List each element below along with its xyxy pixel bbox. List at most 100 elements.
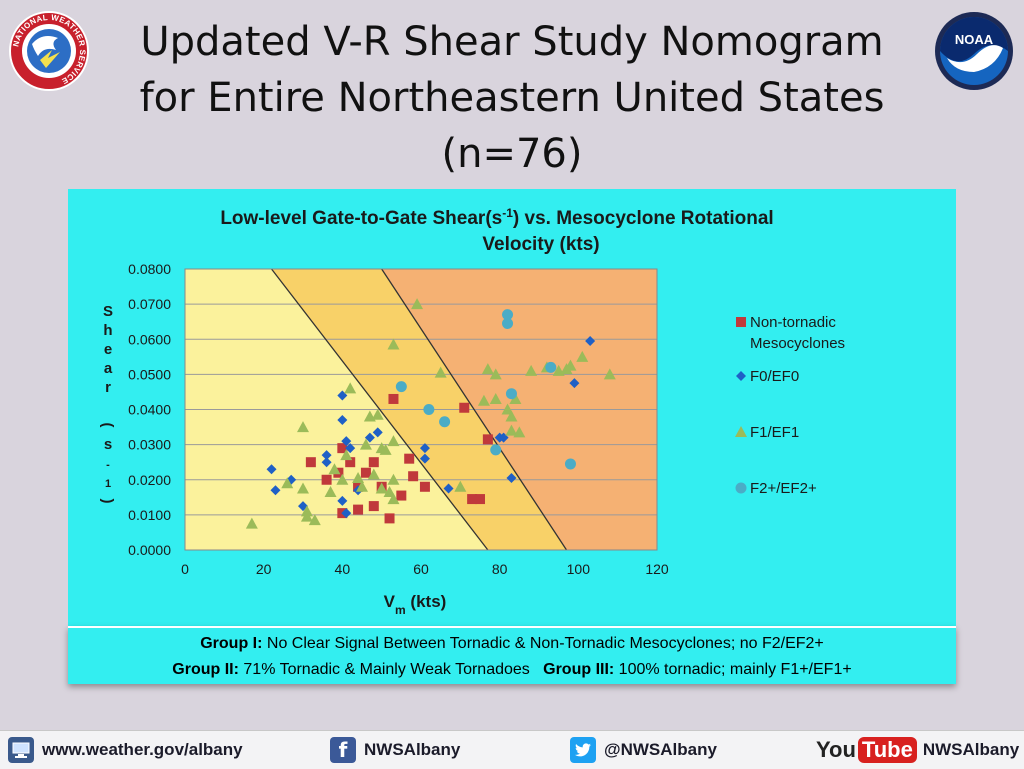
triangle-marker bbox=[525, 364, 538, 376]
twitter-text: @NWSAlbany bbox=[604, 740, 717, 759]
square-marker bbox=[384, 513, 395, 524]
slide-title-line-1: Updated V-R Shear Study Nomogram bbox=[140, 19, 884, 65]
zone-boundaries bbox=[271, 268, 568, 551]
circle-marker bbox=[502, 317, 514, 329]
square-marker bbox=[360, 467, 371, 478]
diamond-marker bbox=[321, 457, 332, 468]
chart-title-part-2: ) vs. Mesocyclone Rotational bbox=[513, 208, 774, 229]
group-3-text: 100% tornadic; mainly F1+/EF1+ bbox=[614, 661, 852, 678]
group-3-label: Group III: bbox=[543, 661, 615, 678]
y-axis-label-char: h bbox=[103, 322, 112, 339]
x-tick-label: 100 bbox=[567, 561, 591, 577]
triangle-marker bbox=[505, 424, 518, 436]
diamond-marker bbox=[364, 432, 375, 443]
triangle-marker bbox=[489, 392, 502, 404]
triangle-marker bbox=[481, 363, 494, 375]
triangle-marker bbox=[308, 514, 321, 526]
x-tick-label: 120 bbox=[645, 561, 669, 577]
square-marker bbox=[353, 504, 364, 515]
square-marker bbox=[419, 481, 430, 492]
y-tick-label: 0.0400 bbox=[128, 402, 171, 418]
facebook-link[interactable]: f NWSAlbany bbox=[330, 737, 460, 763]
square-marker bbox=[475, 494, 485, 505]
group-2-text: 71% Tornadic & Mainly Weak Tornadoes bbox=[238, 661, 544, 678]
triangle-marker bbox=[281, 477, 294, 489]
group-1-label: Group I: bbox=[200, 635, 263, 652]
legend-circle-marker bbox=[735, 482, 747, 494]
circle-marker bbox=[564, 458, 576, 470]
y-tick-label: 0.0700 bbox=[128, 296, 171, 312]
website-text: www.weather.gov/albany bbox=[42, 740, 243, 759]
zone-boundary-line bbox=[271, 268, 489, 551]
youtube-text: NWSAlbany bbox=[922, 740, 1020, 759]
square-marker bbox=[388, 393, 399, 404]
triangle-marker bbox=[509, 392, 522, 404]
y-axis-label-char: s bbox=[104, 436, 112, 453]
diamond-marker bbox=[506, 472, 517, 483]
y-axis-label-char: ( bbox=[99, 423, 116, 428]
triangle-marker bbox=[564, 359, 577, 371]
diamond-marker bbox=[419, 443, 430, 454]
square-marker bbox=[368, 457, 379, 468]
twitter-link[interactable]: @NWSAlbany bbox=[570, 737, 717, 763]
y-axis-label-char: a bbox=[104, 360, 113, 377]
x-axis-label-units: (kts) bbox=[406, 592, 447, 611]
triangle-marker bbox=[379, 443, 392, 455]
group-1-text: No Clear Signal Between Tornadic & Non-T… bbox=[262, 635, 824, 652]
youtube-icon: You Tube bbox=[816, 737, 917, 763]
circle-marker bbox=[490, 444, 502, 456]
legend-label: Mesocyclones bbox=[750, 335, 845, 352]
triangle-marker bbox=[297, 482, 309, 494]
triangle-marker bbox=[489, 368, 502, 380]
legend-label: F1/EF1 bbox=[750, 424, 799, 441]
triangle-marker bbox=[328, 463, 341, 475]
triangle-marker bbox=[356, 480, 368, 492]
triangle-marker bbox=[336, 473, 349, 485]
diamond-marker bbox=[569, 378, 580, 389]
group-line-2: Group II: 71% Tornadic & Mainly Weak Tor… bbox=[68, 657, 956, 683]
x-tick-label: 0 bbox=[181, 561, 189, 577]
square-marker bbox=[482, 434, 493, 445]
y-axis-label: Shear (s - 1) bbox=[99, 303, 116, 504]
triangle-marker bbox=[454, 480, 467, 492]
chart-title-line-2: Velocity (kts) bbox=[482, 234, 599, 255]
nws-logo-icon: NATIONAL WEATHER SERVICE bbox=[9, 11, 89, 91]
square-marker bbox=[459, 402, 470, 413]
diamond-marker bbox=[341, 436, 352, 447]
triangle-marker bbox=[344, 382, 357, 394]
diamond-marker bbox=[419, 453, 430, 464]
diamond-marker bbox=[266, 464, 277, 475]
facebook-text: NWSAlbany bbox=[364, 740, 461, 759]
circle-marker bbox=[395, 381, 407, 393]
y-tick-label: 0.0600 bbox=[128, 331, 171, 347]
diamond-marker bbox=[585, 336, 596, 347]
y-axis-label-char: ) bbox=[99, 499, 116, 504]
triangle-marker bbox=[352, 471, 365, 483]
legend-triangle-marker bbox=[735, 426, 747, 437]
legend-label: F0/EF0 bbox=[750, 368, 799, 385]
square-marker bbox=[321, 474, 332, 485]
circle-marker bbox=[423, 404, 435, 415]
diamond-marker bbox=[270, 485, 281, 496]
plot-border bbox=[184, 268, 658, 551]
square-marker bbox=[404, 453, 415, 464]
x-axis-label-main: V bbox=[384, 592, 396, 611]
circle-marker bbox=[439, 416, 451, 428]
youtube-icon-you: You bbox=[816, 737, 856, 762]
y-axis-ticks: 0.0000 0.0100 0.0200 0.0300 0.0400 0.0500 0.06… bbox=[128, 261, 171, 558]
website-link[interactable]: www.weather.gov/albany bbox=[8, 737, 243, 763]
triangle-marker bbox=[324, 486, 337, 498]
noaa-logo-icon: NOAA bbox=[935, 12, 1013, 90]
x-axis-label: Vm (kts) bbox=[384, 592, 447, 617]
twitter-icon bbox=[570, 737, 596, 763]
x-tick-label: 40 bbox=[335, 561, 351, 577]
youtube-link[interactable]: You Tube NWSAlbany bbox=[816, 737, 1019, 763]
triangle-marker bbox=[434, 366, 447, 378]
group-line-1: Group I: No Clear Signal Between Tornadi… bbox=[68, 631, 956, 657]
slide-title-line-2: for Entire Northeastern United States bbox=[139, 75, 885, 121]
slide-title-line-3: (n=76) bbox=[441, 131, 583, 177]
slide-title: Updated V-R Shear Study Nomogram for Ent… bbox=[100, 14, 924, 182]
y-axis-label-char: S bbox=[103, 303, 113, 320]
triangle-marker bbox=[297, 421, 309, 433]
x-axis-label-sub: m bbox=[395, 603, 406, 617]
